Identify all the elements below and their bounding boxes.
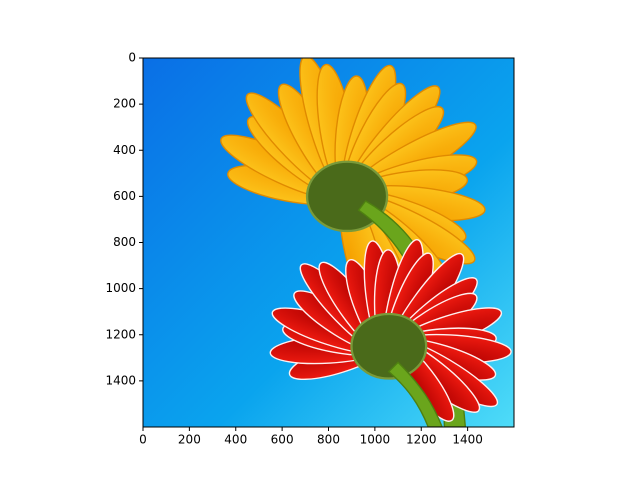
x-tick-label: 600 [271,433,294,447]
y-tick-label: 0 [128,51,136,65]
x-tick-label: 400 [224,433,247,447]
stem [387,361,443,427]
x-tick-label: 1200 [406,433,437,447]
y-tick-label: 800 [113,235,136,249]
x-tick-label: 200 [178,433,201,447]
y-tick-label: 600 [113,189,136,203]
y-tick-label: 1400 [105,373,136,387]
x-tick-label: 800 [317,433,340,447]
x-tick-label: 0 [139,433,147,447]
y-tick-label: 200 [113,97,136,111]
y-tick-label: 400 [113,143,136,157]
y-tick-label: 1000 [105,281,136,295]
x-tick-label: 1400 [452,433,483,447]
image [143,58,515,427]
x-tick-label: 1000 [360,433,391,447]
flower-center [350,312,428,380]
y-tick-label: 1200 [105,327,136,341]
